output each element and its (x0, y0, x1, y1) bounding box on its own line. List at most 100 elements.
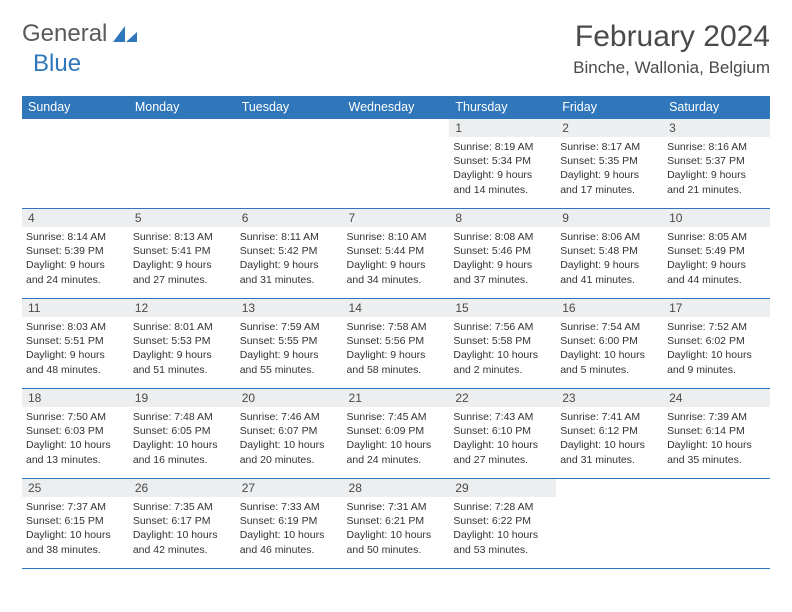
day-number: 4 (22, 209, 129, 227)
calendar-week-row: 4 Sunrise: 8:14 AMSunset: 5:39 PM Daylight… (22, 209, 770, 299)
sunset-text: Sunset: 6:10 PM (453, 424, 550, 438)
daylight-text: Daylight: 10 hours and 16 minutes. (133, 438, 230, 466)
sunrise-text: Sunrise: 7:58 AM (347, 320, 444, 334)
day-number: 7 (343, 209, 450, 227)
day-details: Sunrise: 8:01 AMSunset: 5:53 PMDaylight:… (129, 317, 236, 380)
header: General February 2024 Binche, Wallonia, … (22, 20, 770, 78)
calendar-day-cell (556, 479, 663, 569)
sunset-text: Sunset: 6:12 PM (560, 424, 657, 438)
sunrise-text: Sunrise: 7:35 AM (133, 500, 230, 514)
calendar-day-cell: 21Sunrise: 7:45 AMSunset: 6:09 PMDayligh… (343, 389, 450, 479)
day-number: 23 (556, 389, 663, 407)
day-header-row: Sunday Monday Tuesday Wednesday Thursday… (22, 96, 770, 119)
day-details: Sunrise: 7:50 AMSunset: 6:03 PMDaylight:… (22, 407, 129, 470)
day-details: Sunrise: 7:39 AMSunset: 6:14 PMDaylight:… (663, 407, 770, 470)
calendar-day-cell (22, 119, 129, 209)
sunset-text: Sunset: 5:49 PM (667, 244, 764, 258)
sunset-text: Sunset: 6:09 PM (347, 424, 444, 438)
calendar-day-cell: 22Sunrise: 7:43 AMSunset: 6:10 PMDayligh… (449, 389, 556, 479)
day-number: 17 (663, 299, 770, 317)
calendar-day-cell: 25Sunrise: 7:37 AMSunset: 6:15 PMDayligh… (22, 479, 129, 569)
day-details: Sunrise: 8:06 AMSunset: 5:48 PMDaylight:… (556, 227, 663, 290)
sunset-text: Sunset: 5:35 PM (560, 154, 657, 168)
sunrise-text: Sunrise: 7:43 AM (453, 410, 550, 424)
location: Binche, Wallonia, Belgium (573, 58, 770, 78)
day-number: 8 (449, 209, 556, 227)
sunrise-text: Sunrise: 7:59 AM (240, 320, 337, 334)
day-number: 2 (556, 119, 663, 137)
day-header: Wednesday (343, 96, 450, 119)
day-number: 6 (236, 209, 343, 227)
calendar-day-cell: 3Sunrise: 8:16 AMSunset: 5:37 PMDaylight… (663, 119, 770, 209)
calendar-day-cell: 18Sunrise: 7:50 AMSunset: 6:03 PMDayligh… (22, 389, 129, 479)
sunset-text: Sunset: 6:19 PM (240, 514, 337, 528)
day-details: Sunrise: 7:58 AMSunset: 5:56 PMDaylight:… (343, 317, 450, 380)
calendar-day-cell (663, 479, 770, 569)
daylight-text: Daylight: 10 hours and 50 minutes. (347, 528, 444, 556)
sunrise-text: Sunrise: 8:05 AM (667, 230, 764, 244)
daylight-text: Daylight: 9 hours and 41 minutes. (560, 258, 657, 286)
day-number: 1 (449, 119, 556, 137)
daylight-text: Daylight: 9 hours and 55 minutes. (240, 348, 337, 376)
calendar-day-cell: 10Sunrise: 8:05 AMSunset: 5:49 PMDayligh… (663, 209, 770, 299)
sunrise-text: Sunrise: 7:46 AM (240, 410, 337, 424)
day-details: Sunrise: 7:48 AMSunset: 6:05 PMDaylight:… (129, 407, 236, 470)
daylight-text: Daylight: 9 hours and 14 minutes. (453, 168, 550, 196)
sunset-text: Sunset: 6:22 PM (453, 514, 550, 528)
calendar-day-cell: 28Sunrise: 7:31 AMSunset: 6:21 PMDayligh… (343, 479, 450, 569)
day-number: 25 (22, 479, 129, 497)
calendar-day-cell: 27Sunrise: 7:33 AMSunset: 6:19 PMDayligh… (236, 479, 343, 569)
day-header: Monday (129, 96, 236, 119)
sunset-text: Sunset: 5:41 PM (133, 244, 230, 258)
day-details: Sunrise: 8:05 AMSunset: 5:49 PMDaylight:… (663, 227, 770, 290)
sunset-text: Sunset: 5:42 PM (240, 244, 337, 258)
day-details: Sunrise: 8:03 AMSunset: 5:51 PMDaylight:… (22, 317, 129, 380)
sunset-text: Sunset: 6:17 PM (133, 514, 230, 528)
day-number: 15 (449, 299, 556, 317)
calendar-day-cell: 2Sunrise: 8:17 AMSunset: 5:35 PMDaylight… (556, 119, 663, 209)
calendar-day-cell: 6Sunrise: 8:11 AMSunset: 5:42 PMDaylight… (236, 209, 343, 299)
day-details: Sunrise: 7:59 AMSunset: 5:55 PMDaylight:… (236, 317, 343, 380)
sunset-text: Sunset: 5:51 PM (26, 334, 123, 348)
day-number: 22 (449, 389, 556, 407)
sunset-text: Sunset: 6:02 PM (667, 334, 764, 348)
day-number: 29 (449, 479, 556, 497)
calendar-day-cell: 9Sunrise: 8:06 AMSunset: 5:48 PMDaylight… (556, 209, 663, 299)
calendar-day-cell: 5Sunrise: 8:13 AMSunset: 5:41 PMDaylight… (129, 209, 236, 299)
calendar-day-cell (343, 119, 450, 209)
daylight-text: Daylight: 10 hours and 20 minutes. (240, 438, 337, 466)
calendar-day-cell: 20Sunrise: 7:46 AMSunset: 6:07 PMDayligh… (236, 389, 343, 479)
day-details: Sunrise: 7:54 AMSunset: 6:00 PMDaylight:… (556, 317, 663, 380)
sunrise-text: Sunrise: 8:19 AM (453, 140, 550, 154)
sunrise-text: Sunrise: 8:14 AM (26, 230, 123, 244)
daylight-text: Daylight: 9 hours and 51 minutes. (133, 348, 230, 376)
daylight-text: Daylight: 9 hours and 31 minutes. (240, 258, 337, 286)
calendar-table: Sunday Monday Tuesday Wednesday Thursday… (22, 96, 770, 569)
sunrise-text: Sunrise: 7:52 AM (667, 320, 764, 334)
daylight-text: Daylight: 9 hours and 44 minutes. (667, 258, 764, 286)
sunset-text: Sunset: 5:53 PM (133, 334, 230, 348)
title-block: February 2024 Binche, Wallonia, Belgium (573, 20, 770, 78)
calendar-day-cell: 16Sunrise: 7:54 AMSunset: 6:00 PMDayligh… (556, 299, 663, 389)
day-details: Sunrise: 7:33 AMSunset: 6:19 PMDaylight:… (236, 497, 343, 560)
sunset-text: Sunset: 5:39 PM (26, 244, 123, 258)
month-title: February 2024 (573, 20, 770, 54)
daylight-text: Daylight: 10 hours and 38 minutes. (26, 528, 123, 556)
sunset-text: Sunset: 5:58 PM (453, 334, 550, 348)
day-details: Sunrise: 8:16 AMSunset: 5:37 PMDaylight:… (663, 137, 770, 200)
daylight-text: Daylight: 10 hours and 53 minutes. (453, 528, 550, 556)
day-number: 21 (343, 389, 450, 407)
day-header: Sunday (22, 96, 129, 119)
daylight-text: Daylight: 10 hours and 5 minutes. (560, 348, 657, 376)
day-number: 14 (343, 299, 450, 317)
sunset-text: Sunset: 5:46 PM (453, 244, 550, 258)
daylight-text: Daylight: 10 hours and 35 minutes. (667, 438, 764, 466)
daylight-text: Daylight: 9 hours and 48 minutes. (26, 348, 123, 376)
sunrise-text: Sunrise: 8:17 AM (560, 140, 657, 154)
sunrise-text: Sunrise: 7:28 AM (453, 500, 550, 514)
sunset-text: Sunset: 6:05 PM (133, 424, 230, 438)
sunrise-text: Sunrise: 8:01 AM (133, 320, 230, 334)
day-details: Sunrise: 7:43 AMSunset: 6:10 PMDaylight:… (449, 407, 556, 470)
sunset-text: Sunset: 6:15 PM (26, 514, 123, 528)
logo: General (22, 20, 139, 48)
